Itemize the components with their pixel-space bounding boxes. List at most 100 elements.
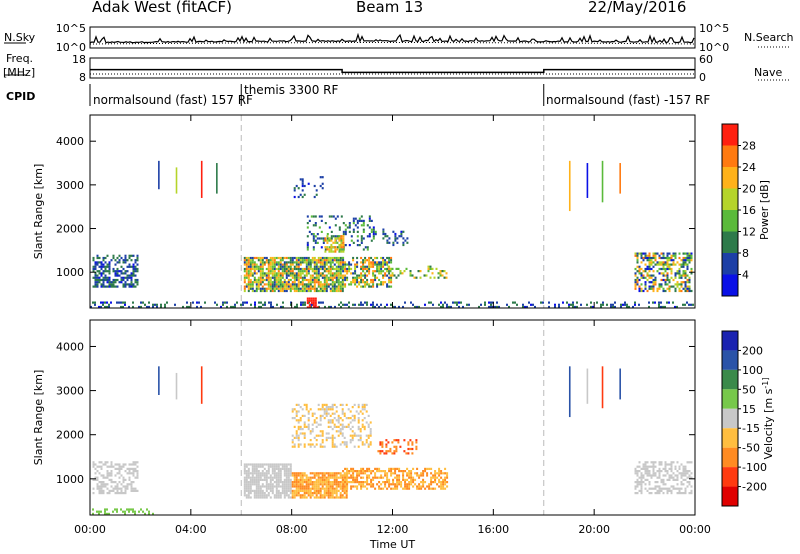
data-cell bbox=[383, 452, 386, 455]
data-cell bbox=[283, 481, 286, 484]
data-cell bbox=[277, 285, 280, 288]
data-cell bbox=[102, 272, 105, 275]
data-cell bbox=[409, 272, 412, 275]
data-cell bbox=[325, 263, 328, 266]
data-cell bbox=[293, 285, 296, 288]
data-cell bbox=[341, 432, 344, 435]
data-cell bbox=[686, 267, 689, 271]
data-cell bbox=[430, 483, 433, 486]
data-cell bbox=[329, 283, 332, 286]
data-cell bbox=[346, 467, 349, 470]
data-cell bbox=[380, 487, 383, 490]
data-cell bbox=[249, 274, 252, 277]
data-cell bbox=[394, 305, 396, 309]
data-cell bbox=[682, 281, 685, 284]
data-cell bbox=[299, 274, 302, 277]
data-cell bbox=[104, 267, 107, 271]
data-cell bbox=[182, 305, 184, 309]
data-cell bbox=[124, 254, 127, 257]
data-cell bbox=[100, 301, 102, 304]
data-cell bbox=[323, 274, 326, 277]
data-cell bbox=[382, 228, 385, 231]
data-cell bbox=[380, 256, 383, 260]
data-cell bbox=[313, 278, 316, 282]
data-cell bbox=[642, 256, 645, 260]
data-cell bbox=[368, 219, 371, 222]
data-cell bbox=[341, 289, 344, 293]
data-cell bbox=[265, 283, 268, 286]
data-cell bbox=[315, 261, 318, 264]
data-cell bbox=[354, 265, 357, 268]
data-cell bbox=[364, 470, 367, 473]
data-cell bbox=[684, 489, 687, 492]
data-cell bbox=[132, 270, 135, 273]
data-cell bbox=[368, 215, 371, 218]
data-cell bbox=[122, 272, 125, 275]
data-cell bbox=[348, 267, 351, 271]
data-cell bbox=[247, 276, 250, 279]
colorbar-segment bbox=[722, 253, 738, 275]
data-cell bbox=[676, 261, 679, 264]
data-cell bbox=[287, 472, 290, 475]
data-cell bbox=[124, 478, 127, 481]
data-cell bbox=[261, 496, 264, 499]
data-cell bbox=[664, 463, 667, 466]
data-cell bbox=[112, 267, 115, 271]
data-cell bbox=[311, 285, 314, 288]
data-cell bbox=[636, 261, 639, 264]
data-cell bbox=[341, 494, 344, 497]
data-cell bbox=[656, 485, 659, 488]
data-cell bbox=[654, 461, 657, 464]
data-cell bbox=[301, 285, 304, 288]
data-cell bbox=[130, 281, 133, 284]
data-cell bbox=[301, 281, 304, 284]
data-cell bbox=[332, 235, 335, 238]
data-cell bbox=[366, 481, 369, 484]
data-cell bbox=[259, 289, 262, 293]
data-cell bbox=[636, 270, 639, 273]
data-cell bbox=[688, 483, 691, 486]
data-cell bbox=[448, 305, 450, 309]
data-cell bbox=[92, 265, 95, 268]
data-cell bbox=[325, 285, 328, 288]
data-cell bbox=[334, 224, 337, 227]
data-cell bbox=[299, 494, 302, 497]
data-cell bbox=[319, 419, 322, 422]
data-cell bbox=[313, 276, 316, 279]
data-cell bbox=[255, 496, 258, 499]
noise-ytick-right: 10^0 bbox=[699, 41, 729, 54]
data-cell bbox=[334, 246, 337, 249]
data-cell bbox=[130, 467, 133, 470]
data-cell bbox=[662, 254, 665, 257]
data-cell bbox=[401, 272, 404, 275]
data-cell bbox=[301, 270, 304, 273]
data-cell bbox=[690, 489, 693, 492]
data-cell bbox=[319, 423, 322, 426]
data-cell bbox=[269, 465, 272, 468]
data-cell bbox=[358, 483, 361, 486]
data-cell bbox=[245, 259, 248, 262]
data-cell bbox=[291, 472, 294, 475]
data-cell bbox=[325, 283, 328, 286]
data-cell bbox=[650, 263, 653, 266]
data-cell bbox=[144, 303, 146, 306]
data-cell bbox=[374, 472, 377, 475]
data-cell bbox=[295, 285, 298, 288]
data-cell bbox=[321, 439, 324, 442]
data-cell bbox=[132, 254, 135, 257]
data-cell bbox=[297, 281, 300, 284]
data-cell bbox=[335, 272, 338, 275]
data-cell bbox=[291, 408, 294, 411]
data-cell bbox=[374, 230, 377, 233]
data-cell bbox=[342, 237, 345, 240]
data-cell bbox=[245, 272, 248, 275]
data-cell bbox=[325, 481, 328, 484]
data-cell bbox=[666, 287, 669, 290]
data-cell bbox=[114, 474, 117, 477]
data-cell bbox=[408, 483, 411, 486]
data-cell bbox=[321, 472, 324, 475]
data-cell bbox=[299, 425, 302, 428]
data-cell bbox=[307, 489, 310, 492]
data-cell bbox=[420, 485, 423, 488]
data-cell bbox=[640, 485, 643, 488]
